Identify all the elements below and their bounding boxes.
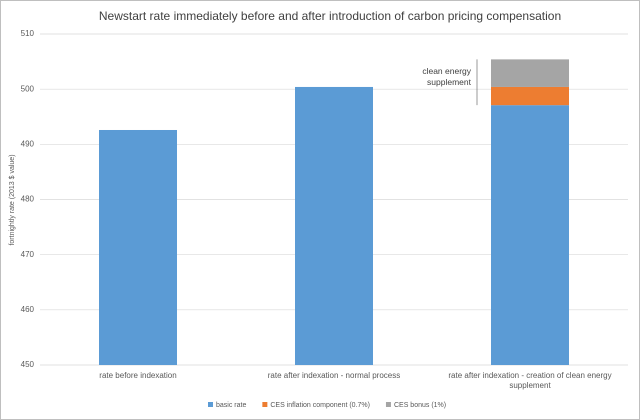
legend-swatch [385, 402, 391, 407]
legend-label: CES bonus (1%) [394, 402, 446, 409]
bar-segment [295, 86, 373, 366]
annotation: supplement [427, 77, 472, 87]
x-tick-label: rate before indexation [99, 371, 177, 380]
y-tick-label: 480 [21, 195, 35, 204]
y-tick-label: 510 [21, 29, 35, 38]
y-tick-label: 490 [21, 139, 35, 148]
y-tick-label: 500 [21, 84, 35, 93]
bar-segment [491, 59, 569, 87]
legend: basic rate CES inflation component (0.7%)… [208, 402, 446, 409]
x-tick-label: rate after indexation - normal process [267, 371, 401, 380]
chart-title: Newstart rate immediately before and aft… [99, 9, 561, 23]
x-tick-label: rate after indexation - creation of clea… [448, 371, 612, 390]
bar-segment [491, 105, 569, 365]
legend-swatch [262, 402, 268, 407]
bar-segment [491, 86, 569, 106]
annotation: clean energy [422, 66, 471, 76]
y-tick-label: 460 [21, 305, 35, 314]
y-tick-label: 450 [21, 360, 35, 369]
legend-swatch [208, 402, 213, 407]
bar-segment [99, 129, 177, 365]
y-axis-label: fortnightly rate (2013 $ value) [9, 154, 16, 245]
legend-label: basic rate [216, 402, 246, 409]
legend-label: CES inflation component (0.7%) [270, 402, 370, 409]
y-tick-label: 470 [21, 250, 35, 259]
